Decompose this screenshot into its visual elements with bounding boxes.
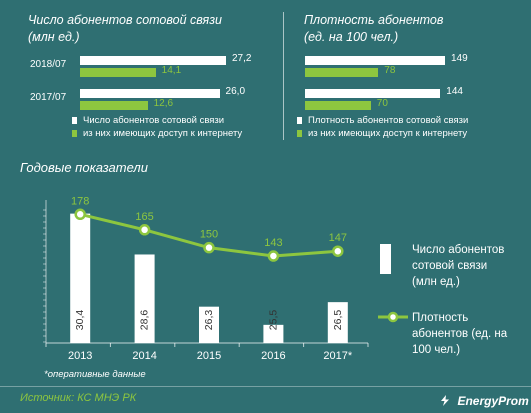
density-title-line2: (ед. на 100 чел.) — [304, 30, 399, 44]
legend-line-line2: абонентов (ед. на — [412, 328, 508, 340]
line-point-2017 — [332, 245, 344, 257]
subscribers-value-total: 27,2 — [232, 53, 252, 64]
annual-section-title: Годовые показатели — [20, 160, 148, 175]
legend-bar-line2: сотовой связи — [412, 260, 488, 272]
line-point-2016 — [267, 250, 280, 262]
line-value-label: 178 — [71, 195, 89, 207]
line-value-label: 150 — [200, 229, 218, 241]
subscribers-value-internet: 12,6 — [153, 98, 174, 109]
bar-2015 — [199, 306, 219, 343]
logo-bolt-icon — [440, 393, 450, 406]
x-tick-label: 2015 — [197, 350, 221, 362]
bar-2013 — [70, 213, 91, 343]
line-point-2015 — [203, 241, 215, 254]
subscribers-title-line1: Число абонентов сотовой связи — [28, 13, 222, 27]
legend-bar-swatch — [380, 244, 391, 274]
density-bar-internet — [305, 68, 379, 77]
panel-divider — [283, 12, 284, 140]
line-point-2014 — [138, 224, 151, 236]
subscribers-title-line2: (млн ед.) — [28, 30, 80, 44]
density-value-total: 144 — [446, 86, 463, 97]
legend-bar-label: Число абонентов сотовой связи (млн ед.) — [412, 242, 504, 290]
density-legend-total-swatch — [297, 117, 302, 124]
bar-value-label: 28,6 — [139, 310, 151, 331]
logo: EnergyProm — [440, 392, 529, 410]
legend-line-line3: 100 чел.) — [412, 344, 461, 356]
bar-2016 — [263, 324, 284, 343]
x-tick-label: 2017* — [323, 350, 352, 362]
subscribers-row-label: 2018/07 — [30, 59, 67, 70]
subscribers-value-total: 26,0 — [225, 86, 246, 97]
bar-2014 — [134, 254, 155, 343]
legend-line-label: Плотность абонентов (ед. на 100 чел.) — [412, 310, 507, 358]
subscribers-legend-internet-swatch — [72, 130, 77, 137]
source-text: Источник: КС МНЭ РК — [20, 392, 137, 404]
density-bar-total — [305, 56, 445, 65]
density-legend-internet-swatch — [297, 130, 302, 137]
subscribers-bar-total — [80, 89, 220, 98]
bar-2017 — [327, 302, 348, 343]
density-bar-total — [305, 89, 441, 98]
legend-bar-line1: Число абонентов — [412, 244, 505, 256]
subscribers-bar-internet — [80, 68, 156, 77]
logo-text: EnergyProm — [457, 394, 529, 408]
subscribers-row-label: 2017/07 — [30, 92, 67, 103]
subscribers-legend-total: Число абонентов сотовой связи — [72, 115, 224, 126]
bar-value-label: 30,4 — [74, 310, 86, 331]
legend-line-swatch — [378, 311, 408, 323]
line-point-2013 — [74, 208, 86, 221]
x-tick-label: 2014 — [132, 350, 156, 362]
density-legend-total: Плотность абонентов сотовой связи — [297, 115, 468, 126]
subscribers-legend-total-label: Число абонентов сотовой связи — [83, 115, 225, 126]
density-bar-internet — [305, 101, 371, 110]
subscribers-bar-total — [80, 56, 226, 65]
legend-bar-line3: (млн ед.) — [412, 276, 460, 288]
density-legend-internet: из них имеющих доступ к интернету — [297, 128, 467, 139]
line-value-label: 143 — [264, 237, 282, 249]
line-value-label: 147 — [329, 232, 347, 244]
density-legend-internet-label: из них имеющих доступ к интернету — [308, 128, 468, 139]
x-tick-label: 2016 — [261, 350, 285, 362]
footnote: *оперативные данные — [44, 369, 146, 380]
legend-line-line1: Плотность — [412, 312, 469, 324]
density-value-internet: 70 — [376, 98, 388, 109]
subscribers-legend-internet: из них имеющих доступ к интернету — [72, 128, 242, 139]
density-title-line1: Плотность абонентов — [304, 13, 444, 27]
line-value-label: 165 — [135, 211, 153, 223]
subscribers-legend-internet-label: из них имеющих доступ к интернету — [83, 128, 243, 139]
footer-divider — [0, 386, 531, 387]
subscribers-legend-total-swatch — [72, 117, 77, 124]
x-tick-label: 2013 — [68, 350, 92, 362]
subscribers-value-internet: 14,1 — [161, 65, 182, 76]
bar-value-label: 26,5 — [332, 310, 344, 331]
subscribers-title: Число абонентов сотовой связи (млн ед.) — [28, 12, 222, 46]
bar-value-label: 25,5 — [267, 310, 279, 331]
bar-value-label: 26,3 — [203, 310, 215, 331]
subscribers-bar-internet — [80, 101, 148, 110]
annual-chart: 30,4 28,6 26,3 25,5 26,5 178 165 150 143 147 2013 2… — [43, 195, 369, 362]
density-title: Плотность абонентов (ед. на 100 чел.) — [304, 12, 443, 46]
density-legend-total-label: Плотность абонентов сотовой связи — [308, 115, 469, 126]
density-value-internet: 78 — [384, 65, 396, 76]
density-value-total: 149 — [451, 53, 468, 64]
